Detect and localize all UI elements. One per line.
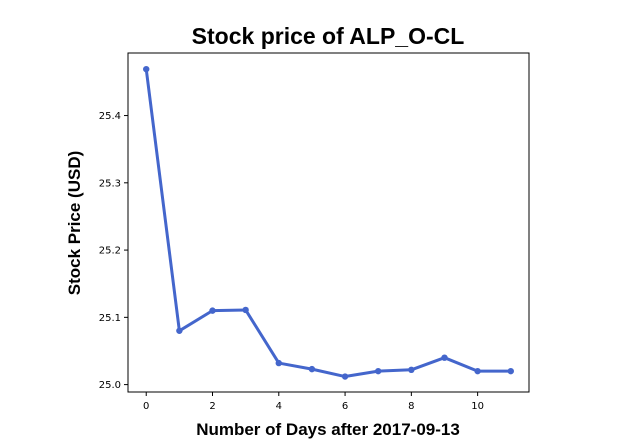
- x-tick-label: 2: [209, 401, 215, 412]
- data-point: [209, 307, 216, 314]
- x-tick-label: 8: [408, 401, 414, 412]
- y-axis-label: Stock Price (USD): [65, 151, 84, 296]
- series-line: [144, 67, 513, 379]
- data-point: [242, 306, 249, 314]
- y-tick-label: 25.4: [99, 111, 121, 122]
- data-point: [408, 366, 415, 374]
- chart-title: Stock price of ALP_O-CL: [192, 23, 465, 49]
- y-tick-label: 25.2: [99, 246, 121, 257]
- data-point: [341, 373, 349, 380]
- x-tick-label: 10: [471, 401, 484, 412]
- series-layer: [143, 65, 514, 380]
- data-point: [176, 327, 183, 334]
- data-point: [375, 367, 382, 375]
- data-point: [474, 367, 481, 375]
- x-axis-ticks: 0 2 4 6 8 10: [143, 392, 484, 412]
- x-tick-label: 4: [276, 401, 282, 412]
- y-tick-label: 25.1: [99, 313, 121, 324]
- y-axis-ticks: 25.0 25.1 25.2 25.3 25.4: [99, 111, 128, 391]
- y-tick-label: 25.0: [99, 380, 121, 391]
- data-point: [143, 65, 150, 73]
- plot-area-frame: [127, 52, 530, 393]
- x-axis-label: Number of Days after 2017-09-13: [196, 420, 460, 439]
- data-point: [275, 359, 282, 367]
- x-tick-label: 0: [143, 401, 149, 412]
- data-point: [507, 367, 514, 375]
- data-point: [308, 365, 316, 373]
- x-tick-label: 6: [342, 401, 348, 412]
- y-tick-label: 25.3: [99, 178, 121, 189]
- data-point: [441, 354, 448, 361]
